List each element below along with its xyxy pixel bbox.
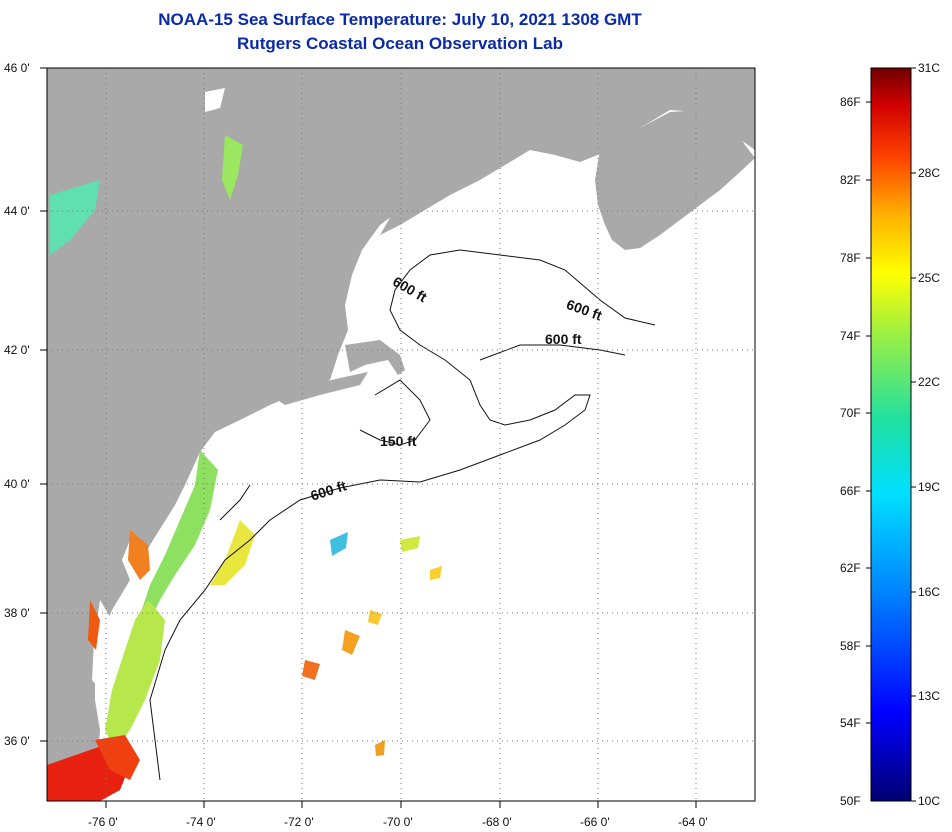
lon-label: -64 0' [678,815,708,829]
celsius-label: 19C [918,480,940,494]
lon-label: -72 0' [284,815,314,829]
lon-label: -70 0' [383,815,413,829]
celsius-label: 22C [918,375,940,389]
fahrenheit-label: 78F [840,251,861,265]
fahrenheit-label: 54F [840,716,861,730]
fahrenheit-label: 70F [840,406,861,420]
celsius-label: 13C [918,689,940,703]
map-subtitle: Rutgers Coastal Ocean Observation Lab [237,34,563,53]
fahrenheit-label: 82F [840,173,861,187]
celsius-label: 28C [918,166,940,180]
fahrenheit-label: 50F [840,794,861,808]
contour-label: 600 ft [390,273,430,305]
lat-label: 46 0' [4,61,30,75]
celsius-label: 10C [918,794,940,808]
fahrenheit-label: 86F [840,95,861,109]
lat-label: 38 0' [4,606,30,620]
lat-label: 44 0' [4,204,30,218]
fahrenheit-label: 66F [840,484,861,498]
lon-label: -66 0' [580,815,610,829]
contour-label: 600 ft [309,477,349,504]
land-long-island [270,372,368,405]
land-maine [380,68,755,235]
lat-label: 40 0' [4,477,30,491]
fahrenheit-label: 58F [840,639,861,653]
fahrenheit-label: 74F [840,329,861,343]
contour-label: 150 ft [380,433,417,449]
contour-label: 600 ft [545,331,582,347]
land-cape-cod [345,340,405,375]
celsius-label: 31C [918,61,940,75]
lat-label: 42 0' [4,343,30,357]
colorbar [870,67,912,802]
contour-label: 600 ft [564,296,604,324]
celsius-label: 25C [918,271,940,285]
land-nova-scotia [595,110,755,250]
celsius-label: 16C [918,585,940,599]
lon-label: -76 0' [88,815,118,829]
lon-label: -74 0' [186,815,216,829]
land-mainland [47,68,520,801]
fahrenheit-label: 62F [840,561,861,575]
lat-label: 36 0' [4,734,30,748]
map-title: NOAA-15 Sea Surface Temperature: July 10… [158,10,642,29]
lon-label: -68 0' [482,815,512,829]
